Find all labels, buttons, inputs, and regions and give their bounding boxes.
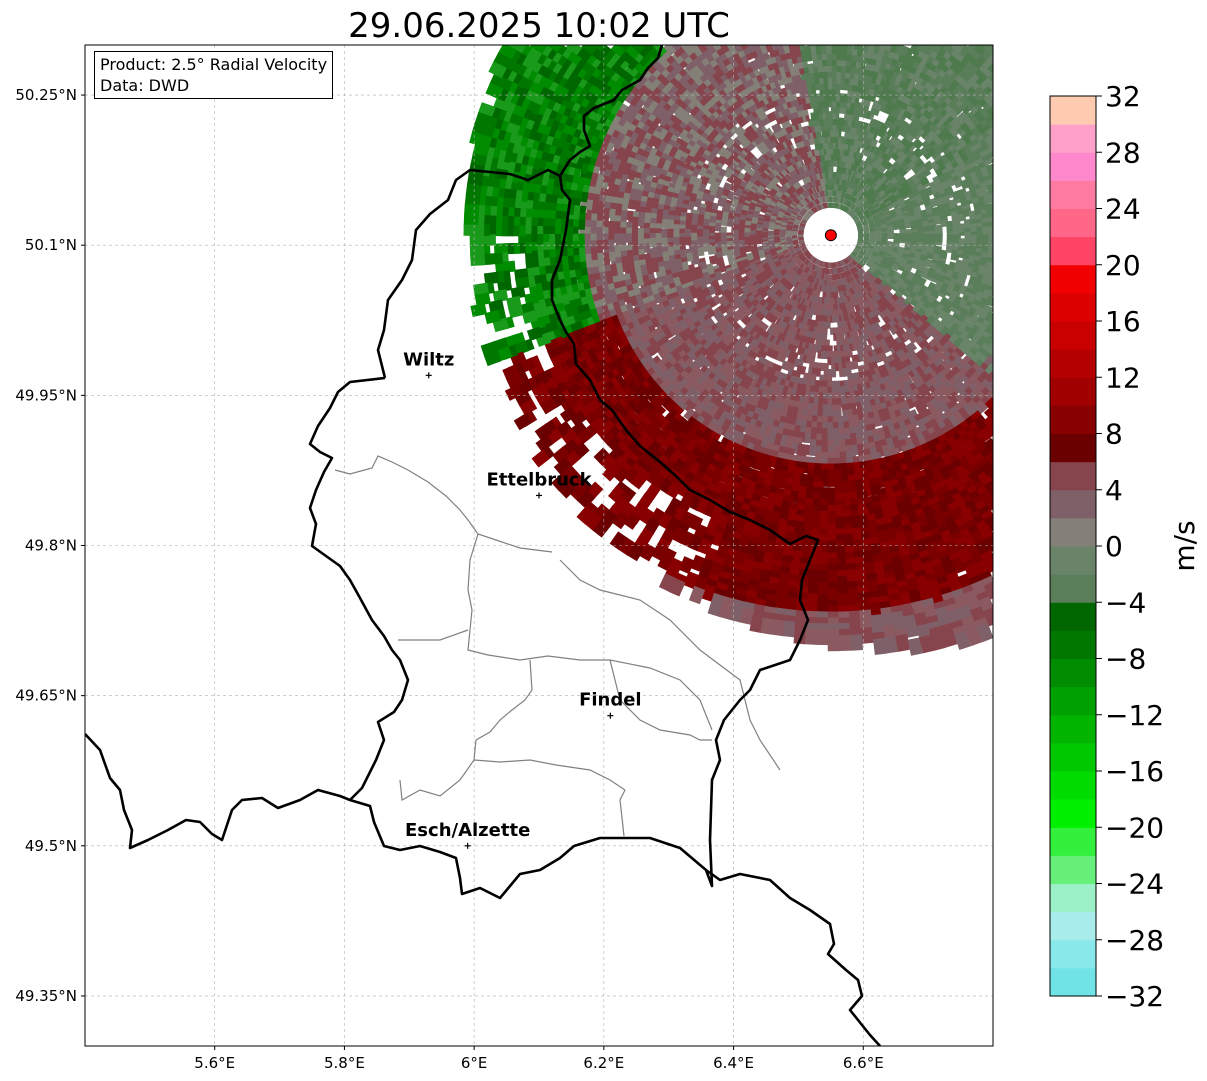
colorbar-tick-label: 4: [1105, 474, 1123, 507]
lon-tick-label: 6.2°E: [583, 1054, 624, 1072]
lat-tick-label: 49.8°N: [25, 537, 77, 555]
colorbar-segment: [1050, 939, 1096, 969]
lon-tick-label: 5.8°E: [324, 1054, 365, 1072]
colorbar-tick-label: 24: [1105, 193, 1141, 226]
colorbar-segment: [1050, 180, 1096, 210]
colorbar-segment: [1050, 574, 1096, 603]
colorbar-tick-label: −12: [1105, 699, 1164, 732]
lat-tick-label: 50.25°N: [15, 86, 77, 104]
canton-borders: [334, 455, 781, 837]
city-findel: Findel: [579, 690, 642, 719]
colorbar-tick-label: −28: [1105, 924, 1164, 957]
colorbar-segment: [1050, 967, 1096, 997]
national-borders: [85, 45, 881, 1046]
colorbar-segment: [1050, 264, 1096, 294]
colorbar-tick-label: −24: [1105, 868, 1164, 901]
lon-tick-label: 6°E: [461, 1054, 488, 1072]
colorbar-segment: [1050, 405, 1096, 435]
colorbar-segment: [1050, 714, 1096, 744]
lat-tick-label: 49.5°N: [25, 837, 77, 855]
colorbar-tick-label: −20: [1105, 811, 1164, 844]
colorbar-segment: [1050, 799, 1096, 828]
lat-tick-label: 49.35°N: [15, 987, 77, 1005]
map-title: 29.06.2025 10:02 UTC: [348, 6, 730, 46]
info-box: Product: 2.5° Radial Velocity Data: DWD: [94, 51, 334, 99]
colorbar-segment: [1050, 461, 1096, 491]
plot-area: Wiltz Ettelbruck Findel Esch/Alzette: [85, 45, 993, 1046]
colorbar-segment: [1050, 827, 1096, 856]
colorbar-segment: [1050, 630, 1096, 660]
lon-tick-label: 6.4°E: [713, 1054, 754, 1072]
colorbar-segment: [1050, 152, 1096, 181]
colorbar-segment: [1050, 771, 1096, 800]
colorbar-segment: [1050, 208, 1096, 238]
lat-tick-label: 49.65°N: [15, 687, 77, 705]
colorbar-segment: [1050, 883, 1096, 913]
city-ettelbruck: Ettelbruck: [486, 469, 593, 499]
colorbar-segment: [1050, 236, 1096, 266]
colorbar-tick-label: 32: [1105, 80, 1141, 113]
colorbar-segment: [1050, 686, 1096, 716]
city-wiltz: Wiltz: [403, 349, 454, 379]
colorbar-tick-label: 20: [1105, 249, 1141, 282]
colorbar-segment: [1050, 124, 1096, 153]
colorbar-tick-label: −8: [1105, 643, 1146, 676]
city-label: Esch/Alzette: [405, 820, 530, 841]
city-label: Findel: [579, 690, 642, 711]
colorbar-label: m/s: [1168, 520, 1201, 571]
colorbar-segment: [1050, 321, 1096, 350]
colorbar-segment: [1050, 433, 1096, 463]
colorbar-tick-label: 0: [1105, 530, 1123, 563]
data-source-label: Data: DWD: [100, 76, 190, 95]
colorbar-segment: [1050, 911, 1096, 941]
city-label: Wiltz: [403, 349, 454, 370]
colorbar-segment: [1050, 546, 1096, 575]
lat-tick-label: 50.1°N: [25, 236, 77, 254]
colorbar-tick-label: 8: [1105, 418, 1123, 451]
colorbar-segment: [1050, 855, 1096, 885]
radar-site-marker: [824, 229, 837, 242]
colorbar-tick-label: −32: [1105, 980, 1164, 1013]
lat-tick-label: 49.95°N: [15, 386, 77, 404]
product-label: Product: 2.5° Radial Velocity: [100, 55, 328, 74]
colorbar-tick-label: −16: [1105, 755, 1164, 788]
colorbar-tick-label: 28: [1105, 136, 1141, 169]
colorbar-tick-label: 16: [1105, 305, 1141, 338]
lon-tick-label: 5.6°E: [194, 1054, 235, 1072]
colorbar-tick-label: −4: [1105, 586, 1146, 619]
colorbar-segment: [1050, 517, 1096, 547]
colorbar-segment: [1050, 349, 1096, 378]
colorbar-segment: [1050, 742, 1096, 772]
city-label: Ettelbruck: [486, 469, 592, 490]
colorbar-segment: [1050, 489, 1096, 519]
lon-tick-label: 6.6°E: [843, 1054, 884, 1072]
colorbar-segment: [1050, 292, 1096, 322]
city-esch-alzette: Esch/Alzette: [405, 820, 530, 849]
colorbar-tick-label: 12: [1105, 361, 1141, 394]
colorbar-segment: [1050, 377, 1096, 406]
colorbar-segment: [1050, 96, 1096, 125]
radar-velocity-field: [463, 45, 993, 656]
colorbar-segment: [1050, 658, 1096, 688]
colorbar-segment: [1050, 602, 1096, 631]
